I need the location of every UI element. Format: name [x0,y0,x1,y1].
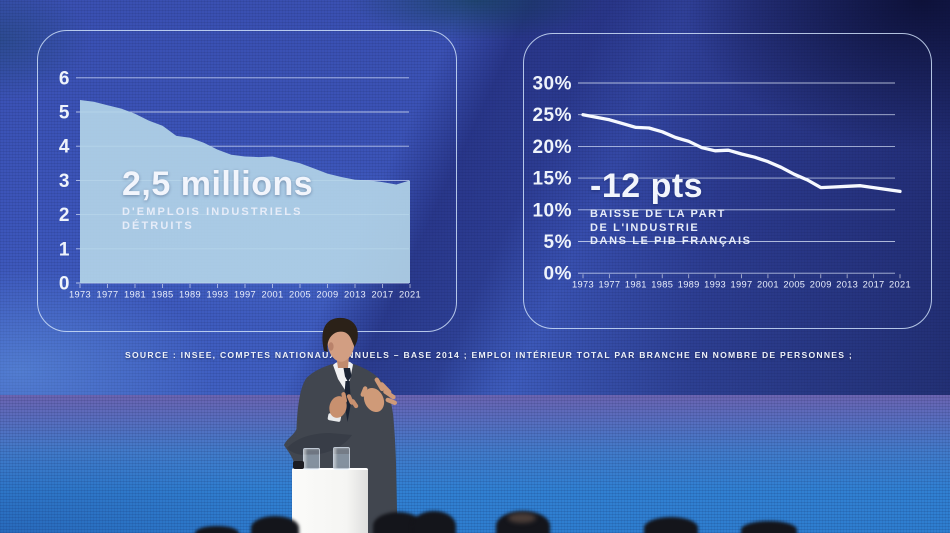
x-tick-label: 2017 [863,280,885,290]
x-tick-label: 2021 [399,290,421,300]
y-tick-label: 1 [59,239,70,260]
right-callout-line: DE L'INDUSTRIE [590,221,700,234]
x-tick-label: 2013 [836,280,858,290]
podium [292,468,368,533]
x-tick-label: 2001 [757,280,779,290]
speaker-face [327,325,355,362]
y-tick-label: 2 [59,205,70,226]
y-tick-label: 15% [532,169,572,190]
y-tick-label: 20% [532,137,572,158]
x-tick-label: 1981 [625,280,647,290]
y-tick-label: 30% [532,74,572,95]
y-tick-label: 5 [59,103,70,124]
audience-head [741,521,797,533]
employment-area [80,100,410,283]
flag-stripe-red [0,385,950,395]
y-tick-label: 10% [532,200,572,221]
y-tick-label: 5% [544,232,572,253]
x-tick-label: 1985 [152,290,174,300]
y-tick-label: 0% [544,264,572,285]
audience-head [412,511,456,533]
source-caption: SOURCE : INSEE, COMPTES NATIONAUX ANNUEL… [124,350,854,360]
x-tick-label: 2005 [783,280,805,290]
audience-head [644,517,698,533]
x-tick-label: 1973 [69,290,91,300]
right-callout-lines: BAISSE DE LA PART DE L'INDUSTRIE DANS LE… [590,208,752,249]
x-tick-label: 2001 [262,290,284,300]
microphone [293,461,304,469]
left-callout-lines: D'EMPLOIS INDUSTRIELS DÉTRUITS [122,206,313,233]
x-tick-label: 1977 [598,280,620,290]
left-callout-line: DÉTRUITS [122,219,194,232]
x-tick-label: 2009 [810,280,832,290]
right-callout-value: -12 pts [590,167,704,205]
x-tick-label: 1989 [179,290,201,300]
stage-backdrop [0,395,950,533]
right-callout: -12 pts BAISSE DE LA PART DE L'INDUSTRIE… [590,169,752,249]
right-callout-line: BAISSE DE LA PART [590,208,726,220]
x-tick-label: 2017 [372,290,394,300]
x-tick-label: 1993 [704,280,726,290]
x-tick-label: 2021 [889,280,911,290]
audience-head [373,512,423,533]
audience-head [195,526,239,533]
x-tick-label: 1997 [234,290,256,300]
speaker-ear [328,342,334,351]
water-glass [333,447,350,470]
y-tick-label: 25% [532,105,572,126]
flag-stripe-white [0,377,950,385]
left-callout-line: D'EMPLOIS INDUSTRIELS [122,206,303,218]
speaker-hand-right [360,377,397,413]
audience-head [251,516,299,533]
right-chart-panel [523,33,932,329]
x-tick-label: 2009 [317,290,339,300]
speaker-hand-left [329,392,359,418]
x-tick-label: 2005 [289,290,311,300]
left-callout: 2,5 millions D'EMPLOIS INDUSTRIELS DÉTRU… [122,167,313,233]
gdp-share-line [581,113,902,194]
x-tick-label: 1993 [207,290,229,300]
flag-stripe-navy [0,369,950,377]
y-tick-label: 4 [59,137,70,158]
speaker-hair [322,317,358,352]
x-tick-label: 1997 [731,280,753,290]
right-callout-line: DANS LE PIB FRANÇAIS [590,235,752,247]
water-glass [303,448,320,470]
y-tick-label: 6 [59,68,70,89]
x-tick-label: 1981 [124,290,146,300]
left-callout-value: 2,5 millions [122,165,314,203]
led-screen: 6 5 4 3 2 1 0 1973 1977 1981 1985 1989 1993 1997 2001 2… [0,0,950,395]
x-tick-label: 2013 [344,290,366,300]
y-tick-label: 3 [59,171,70,192]
x-tick-label: 1977 [97,290,119,300]
x-tick-label: 1973 [572,280,594,290]
audience-head-highlight [508,513,536,523]
x-tick-label: 1985 [651,280,673,290]
x-tick-label: 1989 [678,280,700,290]
left-chart-panel [37,30,457,332]
y-tick-label: 0 [59,274,70,295]
